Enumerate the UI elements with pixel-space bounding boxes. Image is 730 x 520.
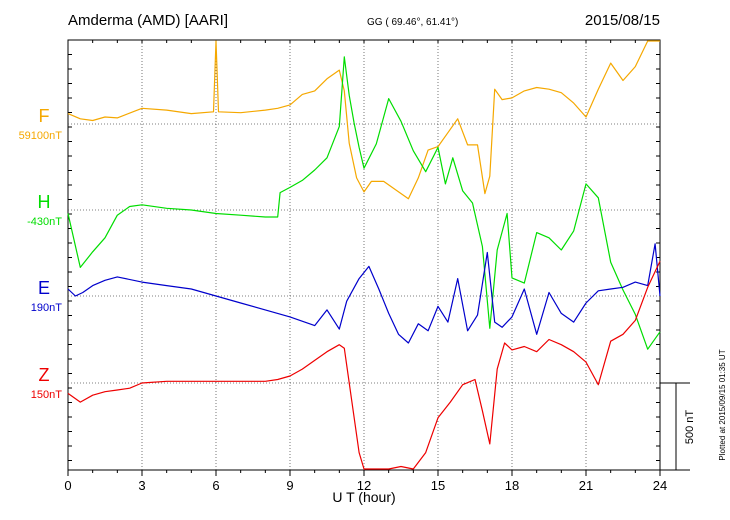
x-tick-label: 24 (653, 478, 667, 493)
station-title: Amderma (AMD) [AARI] (68, 12, 228, 29)
series-baseline-z: 150nT (31, 389, 62, 401)
x-tick-label: 21 (579, 478, 593, 493)
x-ticks: 0 3 6 9 12 15 18 21 24 (64, 39, 667, 493)
x-tick-label: 18 (505, 478, 519, 493)
x-tick-label: 15 (431, 478, 445, 493)
x-tick-label: 0 (64, 478, 71, 493)
series-baseline-h: -430nT (27, 216, 62, 228)
series-name-e: E (38, 278, 50, 298)
x-tick-label: 12 (357, 478, 371, 493)
series-name-h: H (38, 192, 51, 212)
series-line-h (67, 56, 661, 350)
x-axis-label: U T (hour) (332, 489, 395, 505)
date-label: 2015/08/15 (585, 12, 660, 29)
scale-bar: 500 nT (660, 382, 696, 471)
plotted-note: Plotted at 2015/09/15 01:35 UT (718, 349, 727, 460)
series-name-f: F (39, 106, 50, 126)
series-line-z (67, 260, 661, 470)
x-tick-label: 3 (138, 478, 145, 493)
station-coords: GG ( 69.46°, 61.41°) (367, 17, 458, 28)
series-line-f (67, 40, 660, 200)
series-line-e (67, 243, 661, 344)
scale-bar-label: 500 nT (684, 410, 696, 445)
plot-frame (67, 39, 661, 471)
series-baseline-e: 190nT (31, 302, 62, 314)
grid (68, 40, 660, 470)
x-tick-label: 9 (286, 478, 293, 493)
x-tick-label: 6 (212, 478, 219, 493)
series-baseline-f: 59100nT (19, 130, 63, 142)
series-group (67, 40, 661, 470)
series-labels: F 59100nT H -430nT E 190nT Z 150nT (19, 106, 63, 401)
series-name-z: Z (39, 365, 50, 385)
